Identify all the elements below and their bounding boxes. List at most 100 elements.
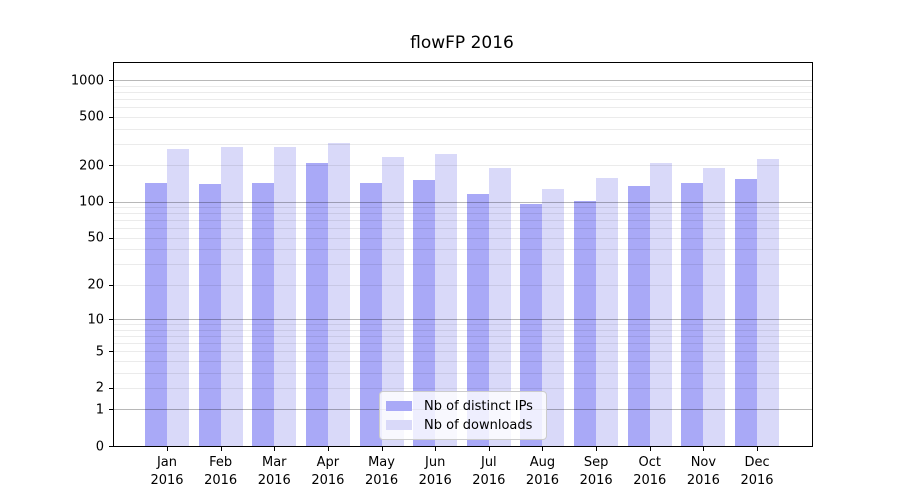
y-gridline-minor — [114, 324, 812, 326]
x-tick-label: Mar 2016 — [257, 455, 291, 488]
legend-swatch-distinct-ips — [386, 401, 412, 411]
x-tick-label: Nov 2016 — [686, 455, 720, 488]
y-gridline-minor — [114, 372, 812, 374]
x-tick-mark — [649, 447, 651, 451]
y-gridline-minor — [114, 360, 812, 362]
bar-distinct-ips — [574, 200, 597, 446]
y-gridline-minor — [114, 264, 812, 266]
bar-distinct-ips — [359, 182, 382, 446]
bar-distinct-ips — [413, 180, 436, 446]
bar-distinct-ips — [252, 182, 275, 446]
x-tick-label: Sep 2016 — [579, 455, 613, 488]
plot-area: 0 1 2 5 10 20 50 100 200 500 1000 Jan 2016 Feb 2016 Mar… — [71, 62, 813, 488]
y-gridline-minor — [114, 387, 812, 389]
bar-downloads — [274, 146, 297, 446]
y-tick-label: 5 — [95, 344, 104, 360]
y-tick-mark — [109, 319, 114, 321]
bar-downloads — [703, 168, 726, 446]
y-gridline-minor — [114, 220, 812, 222]
y-tick-label: 100 — [79, 194, 104, 210]
bar-downloads — [327, 142, 350, 446]
x-tick-mark — [327, 447, 329, 451]
y-gridline-minor — [114, 249, 812, 251]
bar-distinct-ips — [466, 194, 489, 446]
bar-downloads — [435, 154, 458, 446]
y-tick-label: 10 — [87, 312, 104, 328]
legend-swatch-downloads — [386, 420, 412, 430]
x-tick-label: Dec 2016 — [740, 455, 774, 488]
y-gridline-minor — [114, 213, 812, 215]
y-gridline-minor — [114, 165, 812, 167]
y-tick-label: 500 — [79, 109, 104, 125]
chart-title: flowFP 2016 — [410, 33, 514, 53]
y-gridline-minor — [114, 99, 812, 101]
y-tick-mark — [109, 237, 114, 239]
y-gridline-minor — [114, 116, 812, 118]
legend-row-downloads: Nb of downloads — [386, 419, 538, 432]
y-gridline-minor — [114, 329, 812, 331]
x-tick-mark — [596, 447, 598, 451]
x-tick-label: Apr 2016 — [311, 455, 345, 488]
x-tick-label: Jul 2016 — [472, 455, 506, 488]
bar-distinct-ips — [198, 183, 221, 446]
bar-downloads — [488, 167, 511, 446]
y-gridline-major — [114, 80, 812, 82]
x-tick-label: Jun 2016 — [418, 455, 452, 488]
y-tick-mark — [109, 201, 114, 203]
y-tick-label: 1 — [95, 402, 104, 418]
y-gridline-major — [114, 319, 812, 321]
y-tick-mark — [109, 284, 114, 286]
bar-distinct-ips — [735, 179, 758, 446]
bar-downloads — [757, 158, 780, 446]
y-tick-mark — [109, 351, 114, 353]
y-tick-mark — [109, 409, 114, 411]
x-tick-mark — [167, 447, 168, 451]
y-tick-label: 200 — [79, 158, 104, 174]
bar-distinct-ips — [520, 203, 543, 446]
y-tick-label: 0 — [95, 439, 104, 454]
y-gridline-minor — [114, 92, 812, 94]
y-gridline-minor — [114, 237, 812, 239]
y-gridline-major — [114, 201, 812, 203]
y-gridline-minor — [114, 343, 812, 344]
y-gridline-minor — [114, 128, 812, 130]
x-tick-label: May 2016 — [365, 455, 399, 488]
legend-label-distinct-ips: Nb of distinct IPs — [424, 398, 533, 414]
y-gridline-minor — [114, 85, 812, 87]
y-tick-mark — [109, 80, 114, 82]
y-tick-mark — [109, 446, 114, 447]
x-tick-label: Aug 2016 — [525, 455, 560, 488]
x-tick-mark — [542, 447, 544, 451]
x-tick-mark — [274, 447, 276, 451]
x-tick-label: Feb 2016 — [204, 455, 238, 488]
y-tick-label: 1000 — [70, 73, 104, 89]
y-tick-mark — [109, 116, 114, 118]
bar-downloads — [542, 188, 565, 446]
y-gridline-minor — [114, 143, 812, 145]
y-tick-label: 50 — [87, 230, 104, 246]
bar-downloads — [381, 156, 404, 446]
x-tick-mark — [435, 447, 437, 451]
x-tick-label: Oct 2016 — [633, 455, 667, 488]
y-gridline-minor — [114, 351, 812, 353]
x-tick-mark — [488, 447, 490, 451]
y-tick-mark — [109, 387, 114, 389]
y-gridline-minor — [114, 207, 812, 209]
bar-downloads — [596, 178, 619, 446]
x-tick-mark — [220, 447, 222, 451]
x-tick-mark — [703, 447, 705, 451]
y-gridline-minor — [114, 107, 812, 109]
bar-distinct-ips — [681, 183, 704, 446]
bar-distinct-ips — [305, 163, 328, 446]
bar-downloads — [220, 146, 243, 446]
legend-row-distinct-ips: Nb of distinct IPs — [386, 400, 538, 413]
y-tick-label: 20 — [87, 277, 104, 293]
y-tick-label: 2 — [95, 380, 104, 396]
x-tick-mark — [381, 447, 383, 451]
bar-downloads — [167, 148, 189, 446]
x-tick-label: Jan 2016 — [150, 455, 184, 488]
bar-downloads — [649, 163, 672, 446]
y-gridline-minor — [114, 228, 812, 230]
bar-distinct-ips — [627, 185, 650, 446]
